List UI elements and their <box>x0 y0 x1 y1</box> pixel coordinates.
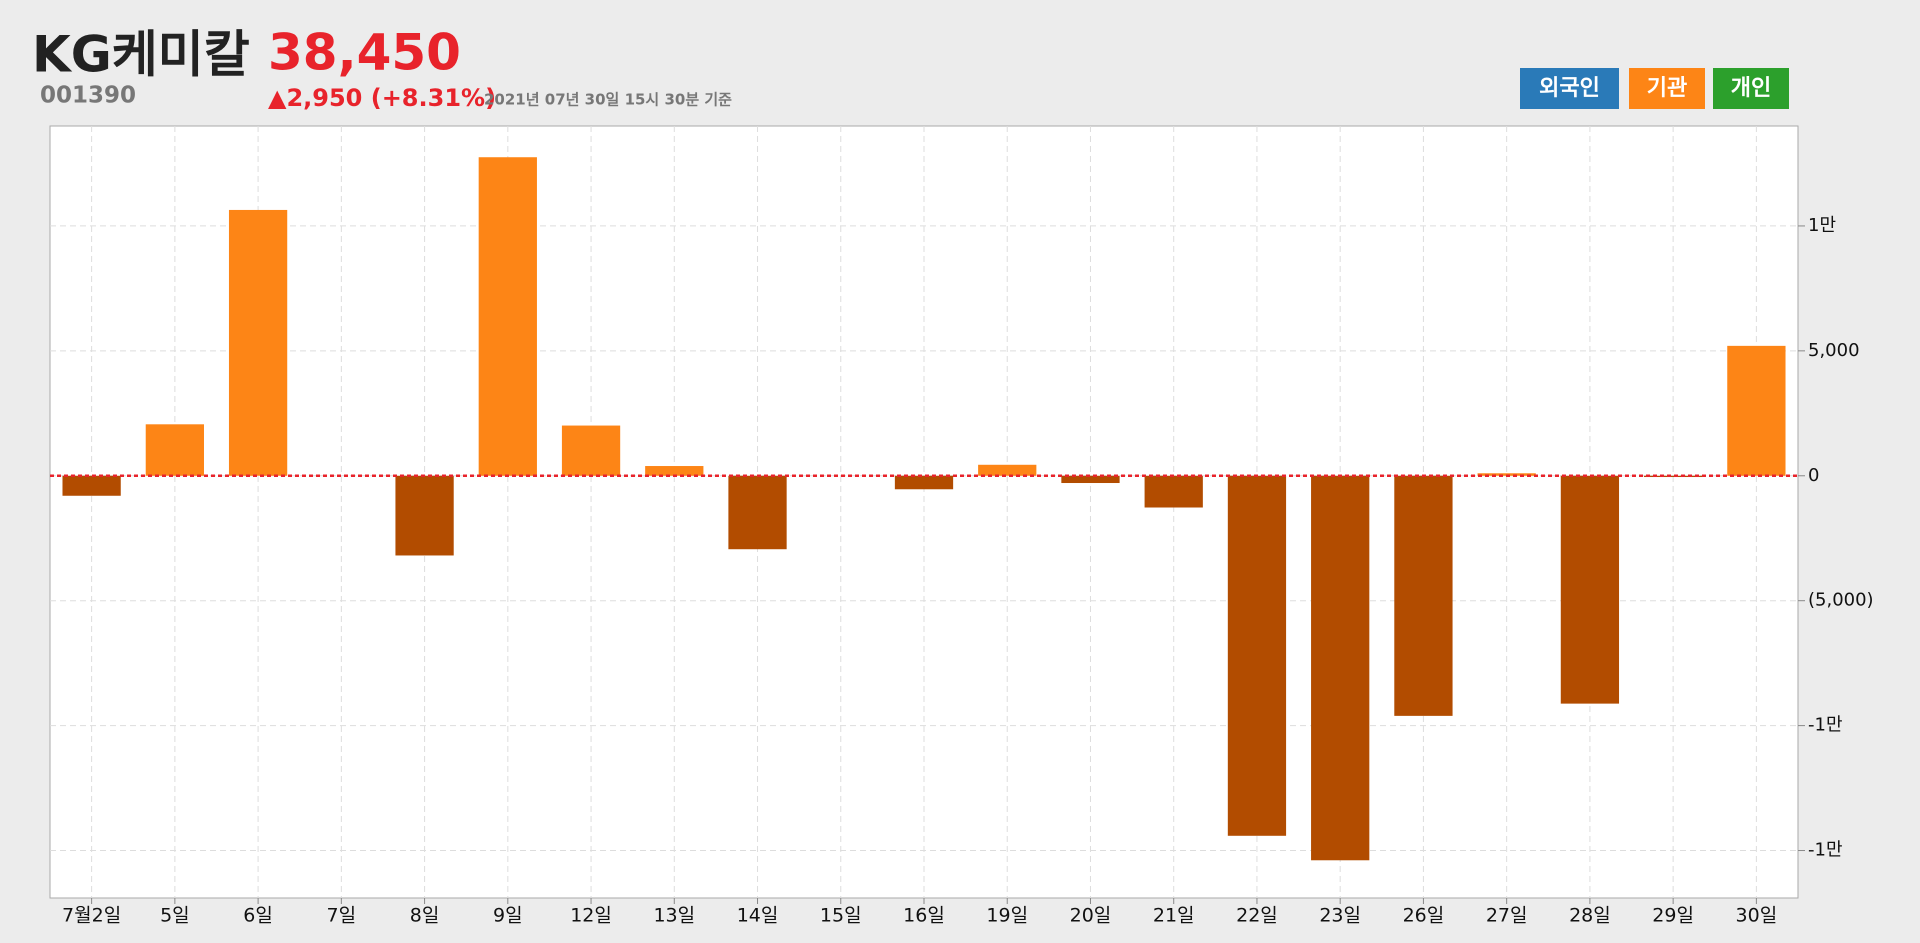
y-tick-label: -1만 <box>1808 840 1843 861</box>
x-tick-label: 16일 <box>903 905 945 927</box>
x-tick-label: 7월2일 <box>62 905 121 927</box>
x-tick-label: 9일 <box>493 905 523 927</box>
price-change: ▲2,950 (+8.31%) <box>268 84 496 112</box>
x-tick-label: 13일 <box>653 905 695 927</box>
bar <box>895 476 953 489</box>
filter-button-label[interactable]: 개인 <box>1731 76 1771 101</box>
bar <box>146 424 204 475</box>
x-tick-label: 26일 <box>1403 905 1445 927</box>
bar <box>1727 346 1785 476</box>
x-tick-label: 23일 <box>1319 905 1361 927</box>
x-tick-label: 27일 <box>1486 905 1528 927</box>
bar <box>1311 476 1369 861</box>
stock-code: 001390 <box>40 83 136 109</box>
x-tick-label: 19일 <box>986 905 1028 927</box>
bar <box>645 466 703 476</box>
x-tick-label: 29일 <box>1652 905 1694 927</box>
stock-price: 38,450 <box>268 24 461 82</box>
y-tick-label: -1만 <box>1808 715 1843 736</box>
y-tick-label: (5,000) <box>1808 590 1874 611</box>
y-tick-label: 5,000 <box>1808 340 1860 361</box>
x-tick-label: 15일 <box>820 905 862 927</box>
bar <box>1394 476 1452 716</box>
bar <box>1145 476 1203 508</box>
filter-button-label[interactable]: 외국인 <box>1539 76 1600 101</box>
x-tick-label: 7일 <box>327 905 357 927</box>
x-tick-label: 5일 <box>160 905 190 927</box>
x-tick-label: 21일 <box>1153 905 1195 927</box>
bar <box>562 426 620 476</box>
y-tick-label: 0 <box>1808 465 1819 486</box>
bar <box>1228 476 1286 836</box>
bar <box>1561 476 1619 704</box>
filter-button-label[interactable]: 기관 <box>1647 76 1687 101</box>
bar <box>229 210 287 476</box>
bar <box>62 476 120 496</box>
bar <box>479 157 537 476</box>
x-tick-label: 6일 <box>243 905 273 927</box>
stock-name: KG케미칼 <box>32 26 250 84</box>
bar <box>978 465 1036 476</box>
bar <box>728 476 786 549</box>
x-tick-label: 12일 <box>570 905 612 927</box>
x-tick-label: 22일 <box>1236 905 1278 927</box>
x-tick-label: 20일 <box>1070 905 1112 927</box>
timestamp: 2021년 07년 30일 15시 30분 기준 <box>484 91 732 109</box>
bar <box>1644 476 1702 477</box>
x-tick-label: 30일 <box>1736 905 1778 927</box>
bar <box>395 476 453 556</box>
x-tick-label: 8일 <box>410 905 440 927</box>
x-tick-label: 14일 <box>737 905 779 927</box>
y-tick-label: 1만 <box>1808 215 1836 236</box>
x-tick-label: 28일 <box>1569 905 1611 927</box>
